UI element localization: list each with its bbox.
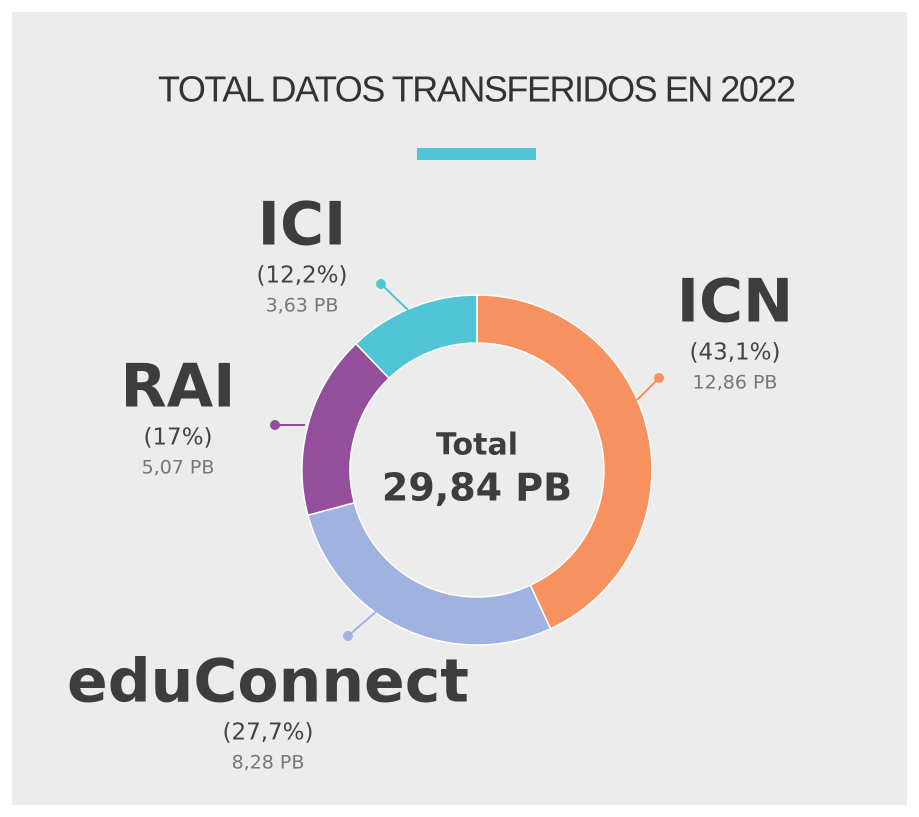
- value-label: 5,07 PB: [142, 457, 215, 479]
- total: 29,84 PB: [382, 466, 572, 510]
- center-label: Total: [436, 428, 518, 463]
- leader-dot: [654, 373, 664, 383]
- value-label: 8,28 PB: [232, 752, 305, 774]
- donut-slice: [476, 294, 653, 630]
- leader-dot: [270, 420, 280, 430]
- category-label: eduConnect: [67, 647, 469, 717]
- value-label: 3,63 PB: [266, 295, 339, 317]
- title-underline: [417, 148, 536, 160]
- leader-line: [380, 283, 409, 311]
- leader-line: [347, 609, 379, 637]
- percentage-label: (17%): [143, 425, 212, 451]
- leader-line: [636, 377, 660, 401]
- donut-slice: [354, 294, 478, 380]
- category-label: ICI: [258, 190, 347, 260]
- leader-dot: [376, 279, 386, 289]
- percentage-label: (27,7%): [222, 720, 313, 746]
- leader-dot: [343, 631, 353, 641]
- category-label: RAI: [121, 352, 236, 422]
- category-label: ICN: [677, 267, 794, 337]
- panel: [12, 12, 907, 805]
- value-label: 12,86 PB: [693, 372, 778, 394]
- chart-title: TOTAL DATOS TRANSFERIDOS EN 2022: [158, 69, 796, 110]
- percentage-label: (12,2%): [256, 263, 347, 289]
- percentage-label: (43,1%): [689, 340, 780, 366]
